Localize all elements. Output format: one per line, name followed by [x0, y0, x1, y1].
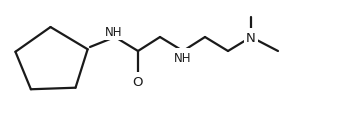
Text: O: O	[133, 75, 143, 88]
Text: NH: NH	[174, 51, 192, 64]
Text: N: N	[246, 31, 256, 44]
Text: NH: NH	[105, 25, 123, 38]
